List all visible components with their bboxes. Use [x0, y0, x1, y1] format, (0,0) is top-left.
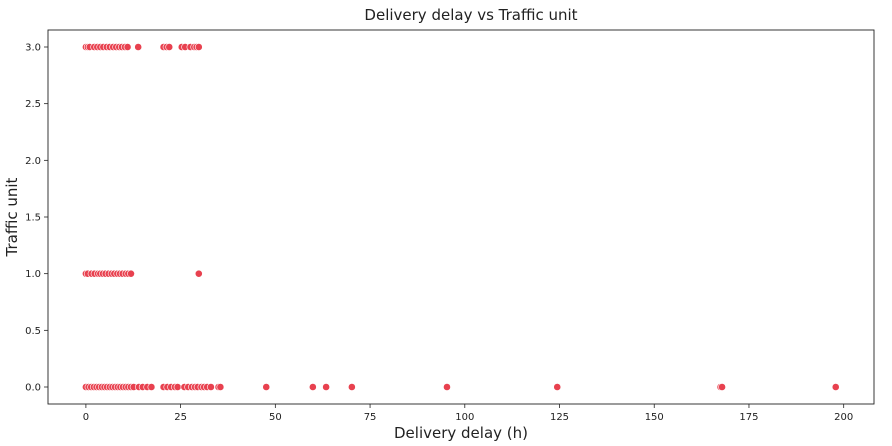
data-point: [173, 383, 182, 391]
y-tick-label: 2.0: [25, 156, 41, 167]
data-points: [81, 43, 840, 391]
y-axis-label: Traffic unit: [3, 177, 21, 257]
data-point: [322, 383, 331, 391]
data-point: [127, 269, 135, 278]
data-point: [347, 383, 356, 391]
x-tick-label: 25: [174, 412, 187, 423]
y-tick-label: 3.0: [25, 43, 41, 54]
x-tick-label: 100: [455, 412, 474, 423]
y-tick-label: 1.5: [25, 213, 41, 224]
data-point: [134, 43, 143, 51]
x-tick-label: 75: [364, 412, 377, 423]
y-tick-label: 0.5: [25, 326, 41, 337]
y-axis-ticks: 0.0 0.5 1.0 1.5 2.0 2.5 3.0: [25, 43, 48, 394]
x-axis-label: Delivery delay (h): [394, 424, 528, 442]
data-point: [831, 383, 840, 391]
data-point: [123, 43, 132, 51]
x-tick-label: 200: [834, 412, 853, 423]
x-axis-ticks: 0 25 50 75 100 125 150 175 200: [83, 404, 853, 423]
data-point: [553, 383, 562, 391]
data-point: [443, 383, 451, 391]
data-point: [308, 383, 317, 391]
data-point: [262, 383, 271, 391]
data-point: [207, 383, 215, 391]
x-tick-label: 175: [739, 412, 758, 423]
x-tick-label: 50: [269, 412, 282, 423]
x-tick-label: 0: [83, 412, 89, 423]
data-point: [718, 383, 726, 391]
data-point: [165, 43, 174, 51]
y-tick-label: 2.5: [25, 99, 41, 110]
chart-title: Delivery delay vs Traffic unit: [364, 6, 577, 24]
y-tick-label: 0.0: [25, 383, 41, 394]
data-point: [147, 383, 156, 391]
x-tick-label: 125: [550, 412, 569, 423]
data-point: [194, 269, 203, 278]
x-tick-label: 150: [645, 412, 664, 423]
y-tick-label: 1.0: [25, 269, 41, 280]
data-point: [194, 43, 203, 51]
data-point: [216, 383, 225, 391]
